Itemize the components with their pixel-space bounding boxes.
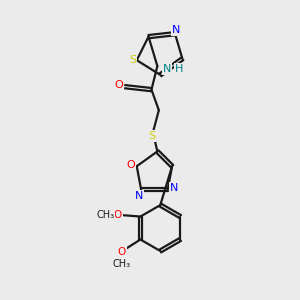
Text: CH₃: CH₃ xyxy=(96,210,114,220)
Text: S: S xyxy=(148,131,155,141)
Text: N: N xyxy=(170,183,178,193)
Text: O: O xyxy=(126,160,135,170)
Text: CH₃: CH₃ xyxy=(112,259,130,269)
Text: N: N xyxy=(135,191,143,201)
Text: O: O xyxy=(118,247,126,257)
Text: O: O xyxy=(114,210,122,220)
Text: O: O xyxy=(115,80,124,90)
Text: N: N xyxy=(163,64,171,74)
Text: H: H xyxy=(175,64,183,74)
Text: N: N xyxy=(172,25,181,35)
Text: S: S xyxy=(129,55,136,65)
